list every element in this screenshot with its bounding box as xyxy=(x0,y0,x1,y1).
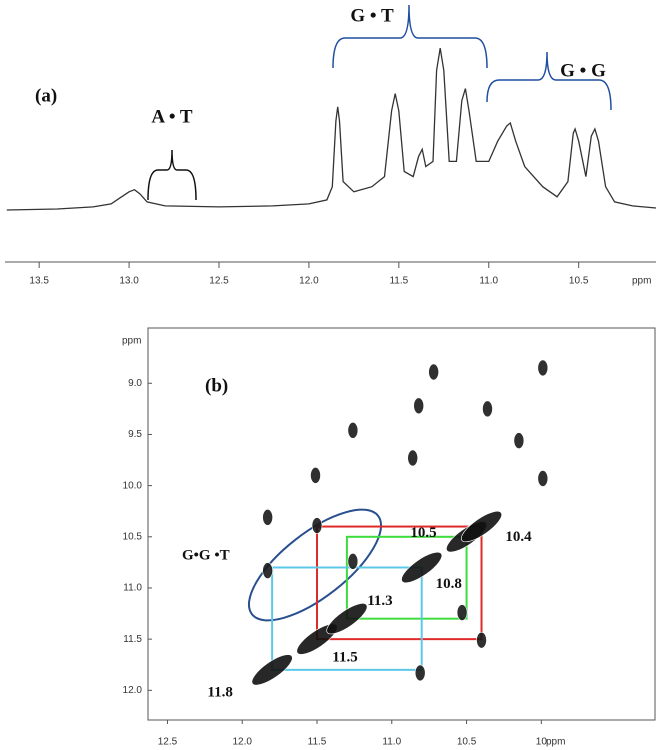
x-tick-label: 11.0 xyxy=(382,737,401,748)
peak-label: 10.8 xyxy=(436,576,462,592)
diagonal-peak xyxy=(401,551,443,584)
peak-label: 10.5 xyxy=(410,525,436,541)
y-tick-label: 10.0 xyxy=(123,480,143,491)
x-tick-label: 11.0 xyxy=(479,276,498,287)
brace xyxy=(486,51,612,111)
x-axis-label: ppm xyxy=(632,276,651,287)
highlight-ellipse xyxy=(247,508,383,622)
brace xyxy=(147,149,197,201)
panel-label: (b) xyxy=(205,375,228,396)
plot-frame xyxy=(147,327,656,721)
diagonal-peak xyxy=(251,654,293,686)
cross-peak xyxy=(414,664,426,682)
x-tick-label: 12.0 xyxy=(299,276,319,287)
peak-label: 11.3 xyxy=(367,593,392,609)
brace xyxy=(332,4,488,69)
annotation: G • T xyxy=(350,5,394,26)
y-tick-label: 11.5 xyxy=(123,634,142,645)
cross-peak xyxy=(537,359,549,377)
x-tick-label: 12.5 xyxy=(209,276,229,287)
x-tick-label: 12.5 xyxy=(158,737,178,748)
annotation: G•G •T xyxy=(182,547,230,563)
peak-label: 10.4 xyxy=(505,529,532,545)
spectrum-line xyxy=(6,47,657,211)
cross-peak xyxy=(513,432,525,449)
cross-peak xyxy=(347,553,359,570)
x-tick-label: 12.0 xyxy=(232,737,252,748)
cross-peak xyxy=(407,449,419,467)
x-tick-label: 11.5 xyxy=(389,276,408,287)
cross-peak xyxy=(476,631,487,649)
x-tick-label: 11.5 xyxy=(308,737,327,748)
x-tick-label: 10 xyxy=(536,737,548,748)
cross-peak xyxy=(482,400,493,418)
cross-peak xyxy=(428,363,439,381)
cross-peak xyxy=(456,604,468,621)
panel-label: (a) xyxy=(35,85,57,106)
x-tick-label: 10.5 xyxy=(569,276,589,287)
x-tick-label: 13.5 xyxy=(29,276,49,287)
x-tick-label: 13.0 xyxy=(119,276,139,287)
cross-peak xyxy=(310,467,321,484)
peak-label: 11.5 xyxy=(332,650,357,666)
y-tick-label: 12.0 xyxy=(123,685,143,696)
y-tick-label: 11.0 xyxy=(123,583,142,594)
connect-box xyxy=(316,525,483,641)
cross-peak xyxy=(262,509,273,526)
diagonal-peak xyxy=(326,603,368,635)
annotation: G • G xyxy=(560,60,606,81)
diagonal-peak xyxy=(461,511,503,543)
cross-peak xyxy=(413,397,424,415)
peak-label: 11.8 xyxy=(207,684,232,700)
cross-peak xyxy=(262,562,273,579)
cross-peak xyxy=(537,470,549,487)
x-tick-label: 10.5 xyxy=(457,737,477,748)
annotation: A • T xyxy=(151,106,192,127)
y-axis-label: ppm xyxy=(122,336,141,347)
connect-box xyxy=(271,566,423,671)
cross-peak xyxy=(311,517,323,534)
y-tick-label: 9.0 xyxy=(128,378,142,389)
cross-peak xyxy=(347,422,359,439)
y-tick-label: 9.5 xyxy=(128,429,142,440)
y-tick-label: 10.5 xyxy=(123,531,143,542)
x-axis-label: ppm xyxy=(546,737,565,748)
connect-box xyxy=(345,535,468,620)
